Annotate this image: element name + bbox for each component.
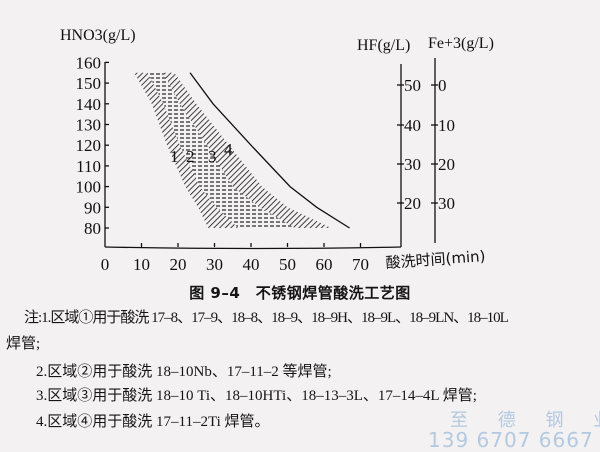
right-tick-label: 20 bbox=[438, 155, 455, 174]
y-tick-label: 130 bbox=[76, 116, 102, 135]
watermark-phone: 139 6707 6667 bbox=[428, 428, 594, 452]
x-tick-label: 0 bbox=[101, 255, 110, 274]
x-tick-label: 70 bbox=[352, 255, 369, 274]
curve-4 bbox=[189, 72, 350, 229]
region-2 bbox=[147, 72, 295, 228]
region-label-4: 4 bbox=[224, 140, 233, 159]
note-3: 3.区域③用于酸洗 18–10 Ti、18–10HTi、18–13–3L、17–… bbox=[36, 388, 477, 404]
x-tick-label: 40 bbox=[243, 255, 260, 274]
y-tick-label: 150 bbox=[76, 74, 102, 93]
figure-caption: 图 9–4 不锈钢焊管酸洗工艺图 bbox=[189, 284, 411, 302]
y-tick-label: 120 bbox=[76, 136, 102, 155]
right-tick-label: 20 bbox=[404, 194, 421, 213]
right-tick-label: 10 bbox=[438, 116, 455, 135]
note-4: 4.区域④用于酸洗 17–11–2Ti 焊管。 bbox=[36, 414, 270, 430]
region-label-2: 2 bbox=[186, 147, 195, 166]
right-tick-label: 0 bbox=[438, 76, 447, 95]
right-tick-label: 40 bbox=[404, 116, 421, 135]
x-tick-label: 30 bbox=[206, 255, 223, 274]
right-tick-label: 50 bbox=[404, 76, 421, 95]
x-tick-label: 10 bbox=[133, 255, 150, 274]
watermark-name: 至 德 钢 业 bbox=[450, 410, 600, 431]
x-tick-label: 50 bbox=[279, 255, 296, 274]
y-axis-label: HNO3(g/L) bbox=[60, 27, 136, 44]
y-tick-label: 80 bbox=[84, 219, 101, 238]
region-1 bbox=[134, 72, 239, 228]
y-tick-label: 110 bbox=[76, 157, 101, 176]
x-axis-label: 酸洗时间(min) bbox=[385, 247, 486, 272]
x-tick-label: 60 bbox=[316, 255, 333, 274]
note-1-cont: 焊管; bbox=[6, 336, 41, 352]
hf-axis-label: HF(g/L) bbox=[357, 37, 410, 54]
y-tick-label: 160 bbox=[76, 53, 102, 72]
y-tick-label: 90 bbox=[84, 198, 101, 217]
note-2: 2.区域②用于酸洗 18–10Nb、17–11–2 等焊管; bbox=[36, 364, 332, 380]
region-label-1: 1 bbox=[170, 147, 179, 166]
y-tick-label: 140 bbox=[76, 95, 102, 114]
x-tick-label: 20 bbox=[170, 255, 187, 274]
right-tick-label: 30 bbox=[404, 155, 421, 174]
x-axis bbox=[104, 246, 402, 250]
region-3 bbox=[163, 72, 332, 228]
note-1: 注:1.区域①用于酸洗 17–8、17–9、18–8、18–9、18–9H、18… bbox=[24, 310, 509, 326]
fe-axis-label: Fe+3(g/L) bbox=[428, 35, 494, 52]
right-tick-label: 30 bbox=[438, 194, 455, 213]
region-label-3: 3 bbox=[208, 147, 217, 166]
y-tick-label: 100 bbox=[76, 178, 102, 197]
